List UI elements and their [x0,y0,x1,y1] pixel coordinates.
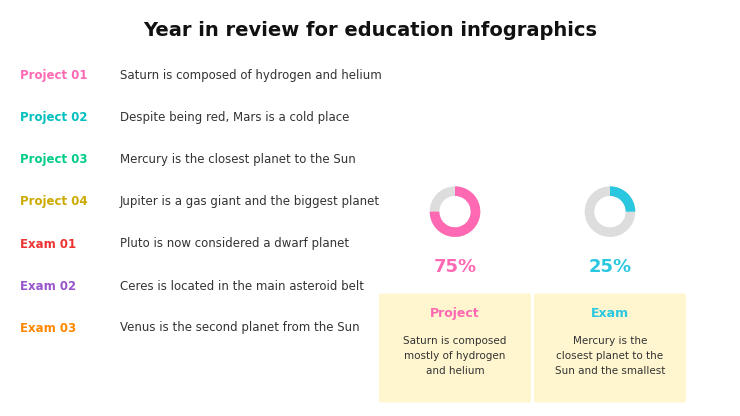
Text: Project 01: Project 01 [20,69,87,82]
Text: Exam 03: Exam 03 [20,322,76,334]
Wedge shape [430,186,480,237]
Text: Exam 02: Exam 02 [20,280,76,292]
Text: Mercury is the
closest planet to the
Sun and the smallest: Mercury is the closest planet to the Sun… [555,336,665,376]
Text: Exam: Exam [591,307,629,320]
Text: Despite being red, Mars is a cold place: Despite being red, Mars is a cold place [120,111,349,124]
Text: Venus is the second planet from the Sun: Venus is the second planet from the Sun [120,322,360,334]
Text: Ceres is located in the main asteroid belt: Ceres is located in the main asteroid be… [120,280,364,292]
Text: Saturn is composed of hydrogen and helium: Saturn is composed of hydrogen and heliu… [120,69,382,82]
Text: Project 03: Project 03 [20,154,87,166]
Text: Project 02: Project 02 [20,111,87,124]
Text: Pluto is now considered a dwarf planet: Pluto is now considered a dwarf planet [120,238,349,250]
Wedge shape [430,186,480,237]
Text: 25%: 25% [588,258,631,276]
Wedge shape [585,186,636,237]
Text: Mercury is the closest planet to the Sun: Mercury is the closest planet to the Sun [120,154,356,166]
Text: Exam 01: Exam 01 [20,238,76,250]
Text: 75%: 75% [434,258,477,276]
FancyBboxPatch shape [534,294,686,403]
Text: Project 04: Project 04 [20,196,87,208]
Text: Saturn is composed
mostly of hydrogen
and helium: Saturn is composed mostly of hydrogen an… [403,336,507,376]
Text: Jupiter is a gas giant and the biggest planet: Jupiter is a gas giant and the biggest p… [120,196,380,208]
Text: Year in review for education infographics: Year in review for education infographic… [143,21,597,40]
Wedge shape [610,186,636,212]
Text: Project: Project [430,307,480,320]
FancyBboxPatch shape [379,294,531,403]
